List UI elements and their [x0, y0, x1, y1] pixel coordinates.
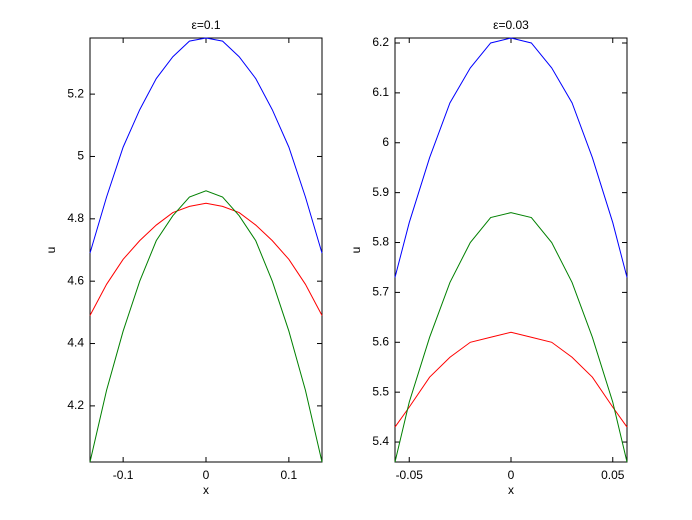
series-line [394, 331, 628, 428]
axes-frame [394, 37, 628, 463]
chart-title: ε=0.03 [493, 18, 529, 32]
x-tick-label: 0 [203, 468, 210, 482]
axes-frame [89, 37, 323, 463]
chart-title: ε=0.1 [191, 18, 220, 32]
y-tick-label: 6 [382, 135, 389, 149]
y-tick-label: 5.8 [372, 235, 389, 249]
y-tick-label: 4.2 [67, 398, 84, 412]
x-axis-label: x [203, 483, 209, 497]
y-axis-label: u [349, 247, 363, 254]
series-line [89, 190, 323, 463]
y-tick-label: 5.9 [372, 185, 389, 199]
x-axis-label: x [508, 483, 514, 497]
y-tick-label: 5.2 [67, 86, 84, 100]
y-tick-label: 4.8 [67, 211, 84, 225]
x-tick-label: -0.05 [396, 468, 424, 482]
y-tick-label: 4.4 [67, 336, 84, 350]
y-tick-label: 5.5 [372, 384, 389, 398]
x-tick-label: 0 [508, 468, 515, 482]
y-tick-label: 5.6 [372, 334, 389, 348]
y-tick-label: 5 [77, 149, 84, 163]
x-tick-label: -0.1 [113, 468, 134, 482]
y-tick-label: 5.4 [372, 434, 389, 448]
x-tick-label: 0.1 [281, 468, 298, 482]
series-line [394, 37, 628, 278]
y-tick-label: 6.2 [372, 35, 389, 49]
y-tick-label: 4.6 [67, 273, 84, 287]
series-line [89, 202, 323, 316]
y-tick-label: 5.7 [372, 285, 389, 299]
series-line [89, 37, 323, 254]
y-tick-label: 6.1 [372, 85, 389, 99]
y-axis-label: u [44, 247, 58, 254]
series-line [394, 212, 628, 463]
x-tick-label: 0.05 [601, 468, 625, 482]
